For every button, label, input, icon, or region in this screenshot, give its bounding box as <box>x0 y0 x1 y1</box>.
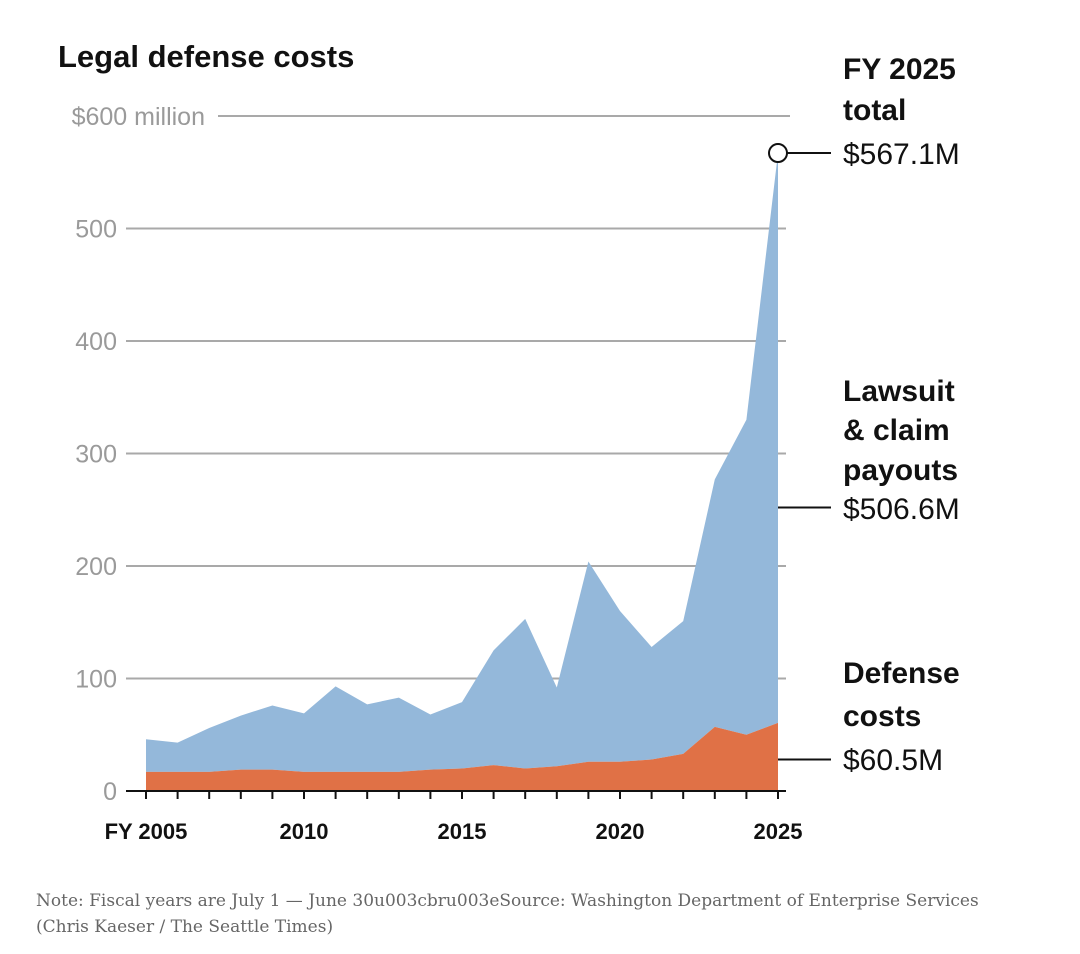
defense-value: $60.5M <box>843 744 943 777</box>
y-axis-labels: 0 100 200 300 400 500 $600 million <box>72 103 205 806</box>
x-tick-label-2005: FY 2005 <box>105 819 188 844</box>
defense-label-line2: costs <box>843 700 921 733</box>
total-label-line1: FY 2025 <box>843 53 956 86</box>
payouts-annotation: Lawsuit & claim payouts $506.6M <box>778 375 960 526</box>
payouts-label-line3: payouts <box>843 454 958 487</box>
chart-footnote: Note: Fiscal years are July 1 — June 30u… <box>36 891 979 937</box>
payouts-label-line2: & claim <box>843 414 950 447</box>
chart-title: Legal defense costs <box>58 39 354 74</box>
x-tick-label-2025: 2025 <box>754 819 803 844</box>
y-tick-label-100: 100 <box>75 666 117 694</box>
x-tick-label-2020: 2020 <box>596 819 645 844</box>
y-tick-label-200: 200 <box>75 553 117 581</box>
payouts-value: $506.6M <box>843 493 960 526</box>
y-tick-label-0: 0 <box>103 778 117 806</box>
total-marker <box>768 143 788 164</box>
x-tick-label-2015: 2015 <box>438 819 487 844</box>
x-tick-label-2010: 2010 <box>280 819 329 844</box>
payouts-label-line1: Lawsuit <box>843 375 955 408</box>
total-label-line2: total <box>843 94 906 127</box>
x-axis-labels: FY 2005 2010 2015 2020 2025 <box>105 819 803 844</box>
defense-label-line1: Defense <box>843 657 960 690</box>
y-tick-label-300: 300 <box>75 441 117 469</box>
area-lawsuit-claim-payouts <box>146 153 778 772</box>
stacked-areas <box>146 153 778 791</box>
y-tick-label-600: $600 million <box>72 103 205 131</box>
defense-annotation: Defense costs $60.5M <box>778 657 960 777</box>
legal-defense-costs-chart: Legal defense costs 0 100 200 300 400 500 $600… <box>58 39 960 844</box>
y-tick-label-500: 500 <box>75 216 117 244</box>
y-tick-label-400: 400 <box>75 328 117 356</box>
x-axis <box>126 790 786 799</box>
area-defense-costs <box>146 722 778 791</box>
total-value: $567.1M <box>843 138 960 171</box>
total-annotation: FY 2025 total $567.1M <box>768 53 960 171</box>
